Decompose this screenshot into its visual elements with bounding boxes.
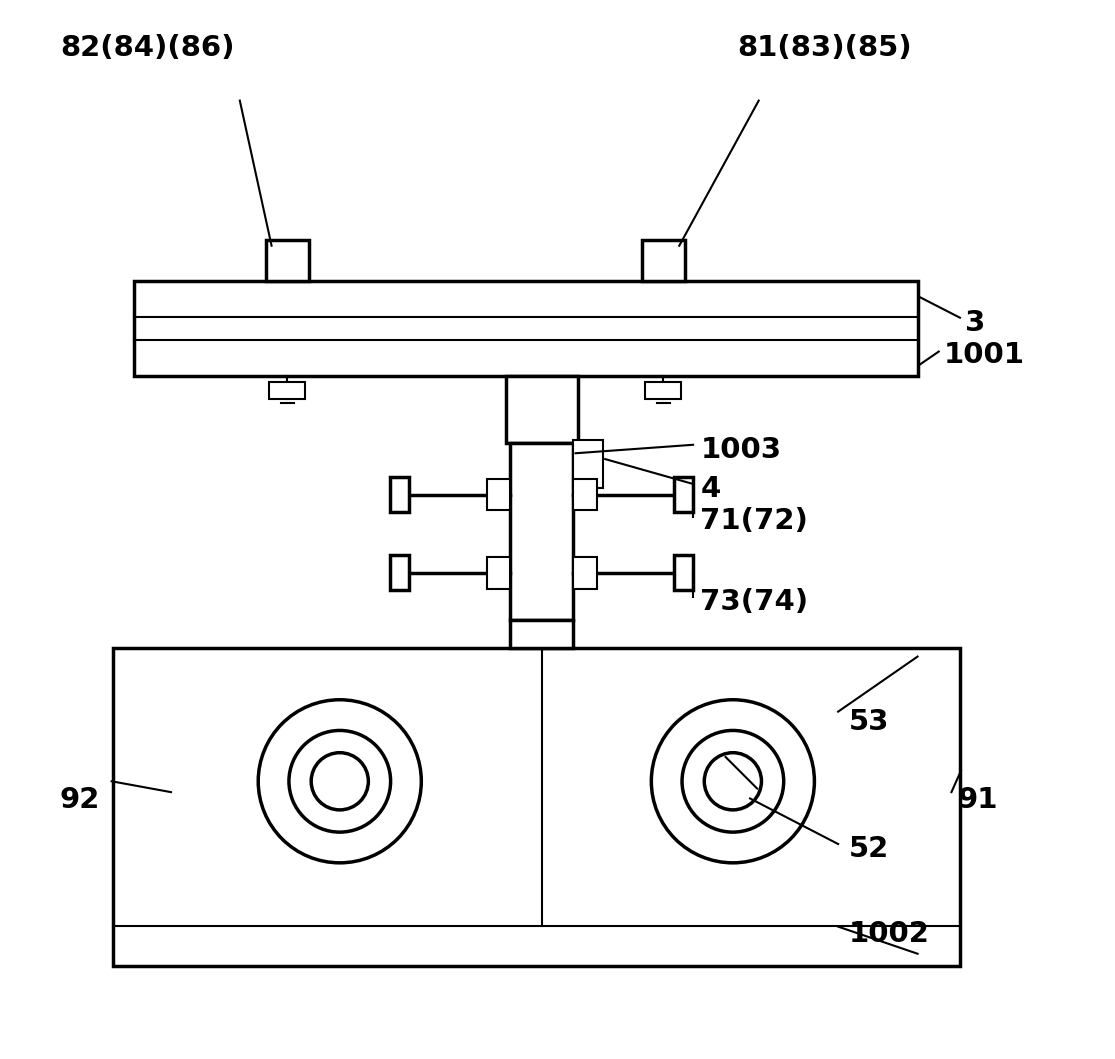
Circle shape — [289, 731, 390, 832]
Text: 3: 3 — [966, 309, 986, 337]
Text: 91: 91 — [958, 786, 998, 813]
Bar — [673, 477, 694, 511]
Bar — [505, 376, 578, 443]
Text: 82(84)(86): 82(84)(86) — [60, 34, 234, 61]
Text: 92: 92 — [60, 786, 100, 813]
Text: 1002: 1002 — [849, 920, 930, 948]
Bar — [486, 479, 510, 510]
Bar — [510, 620, 573, 648]
Text: 73(74): 73(74) — [700, 588, 808, 615]
Text: 71(72): 71(72) — [700, 507, 808, 535]
Circle shape — [682, 731, 784, 832]
Text: 81(83)(85): 81(83)(85) — [737, 34, 912, 61]
Bar — [573, 439, 603, 487]
Text: 1001: 1001 — [944, 341, 1025, 369]
Circle shape — [311, 753, 368, 810]
Circle shape — [259, 700, 421, 863]
Bar — [266, 240, 309, 281]
Circle shape — [705, 753, 762, 810]
Bar — [390, 477, 409, 511]
Bar — [390, 555, 409, 590]
Bar — [486, 557, 510, 589]
Bar — [573, 557, 597, 589]
Text: 1003: 1003 — [700, 436, 782, 464]
Bar — [510, 443, 573, 620]
Bar — [270, 382, 306, 399]
Text: 52: 52 — [849, 836, 889, 863]
Bar — [573, 479, 597, 510]
Text: 4: 4 — [700, 475, 720, 503]
Circle shape — [651, 700, 814, 863]
Bar — [646, 382, 681, 399]
Bar — [134, 281, 918, 376]
Text: 53: 53 — [849, 708, 890, 736]
Bar — [113, 648, 960, 966]
Bar — [642, 240, 685, 281]
Bar — [673, 555, 694, 590]
